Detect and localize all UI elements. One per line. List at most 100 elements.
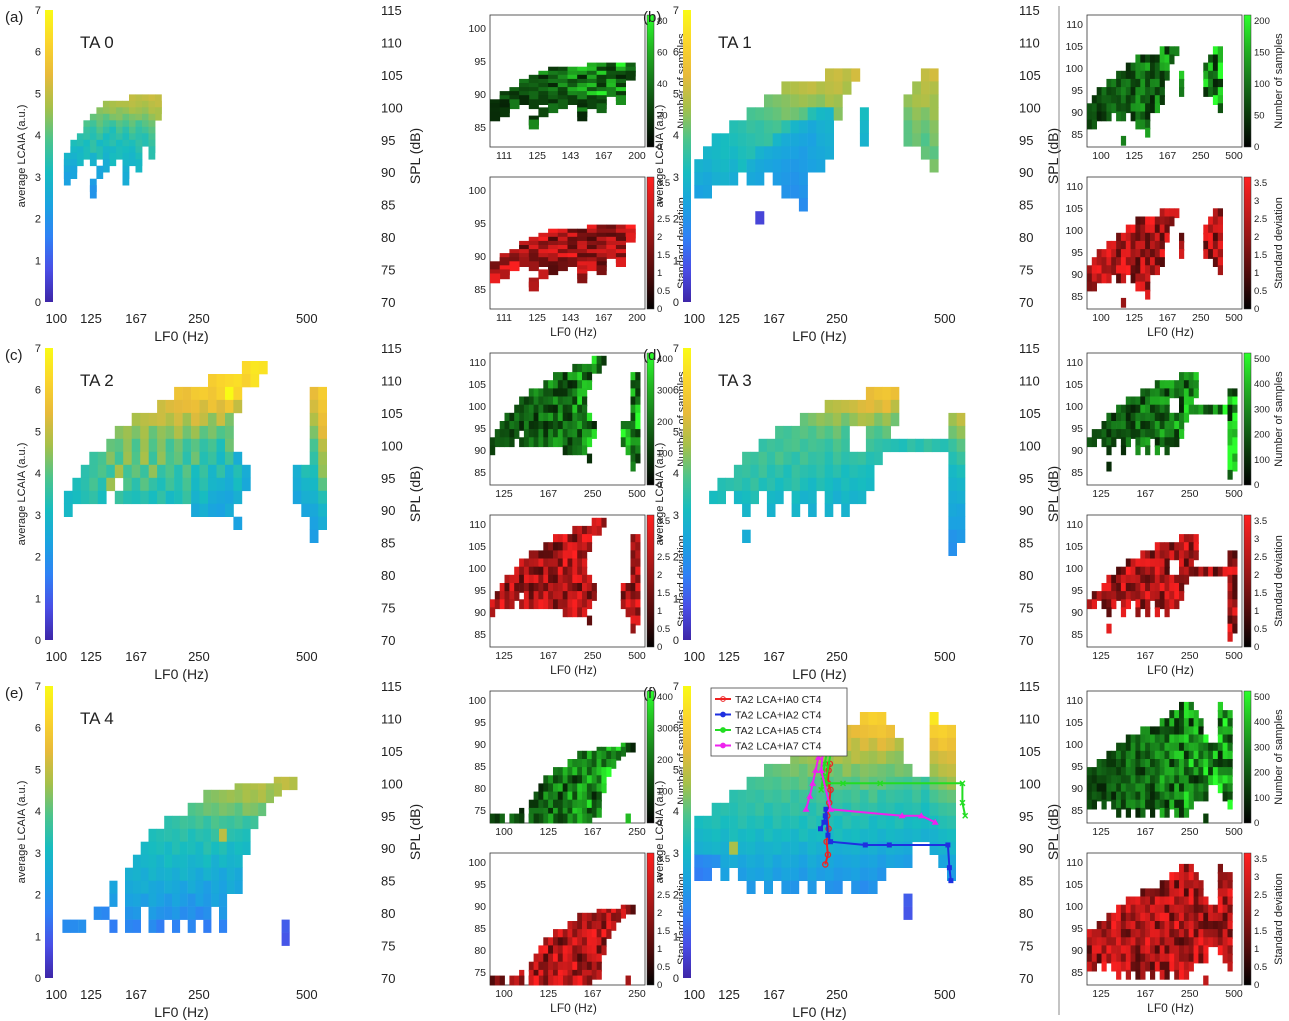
x-tick-label: 125 (718, 649, 740, 664)
heatmap-cell (216, 399, 226, 414)
count-cell (1111, 437, 1117, 448)
count-cell (553, 380, 559, 390)
heatmap-cell (824, 451, 834, 466)
heatmap-cell (199, 503, 209, 517)
std-cell (1145, 896, 1151, 907)
count-cell (1145, 429, 1151, 439)
count-cell (557, 396, 563, 407)
heatmap-cell (833, 68, 843, 82)
count-cell (538, 388, 544, 399)
std-cell (1106, 953, 1112, 964)
sub-y-tick-label: 95 (1071, 585, 1083, 597)
std-cell (1145, 912, 1151, 923)
count-cell (1150, 396, 1156, 407)
heatmap-cell (174, 386, 183, 401)
std-cell (1217, 249, 1223, 259)
std-cell (1150, 953, 1156, 964)
count-cell (1183, 799, 1190, 810)
count-cell (1087, 799, 1093, 810)
colorbar-tick-label: 1.5 (1254, 250, 1267, 261)
std-cell (1150, 937, 1156, 948)
heatmap-cell (929, 724, 939, 739)
heatmap-cell (208, 451, 217, 466)
std-cell (528, 550, 534, 561)
count-cell (1125, 87, 1131, 97)
count-cell (1091, 103, 1097, 114)
heatmap-cell (772, 120, 782, 134)
y-right-tick-label: 70 (381, 633, 395, 648)
sub-y-tick-label: 110 (1066, 695, 1083, 707)
count-cell (1159, 95, 1165, 105)
std-cell (519, 574, 525, 585)
heatmap-cell (929, 802, 939, 817)
count-cell (577, 429, 583, 439)
overlay-marker (945, 842, 951, 848)
count-cell (1125, 775, 1131, 786)
sub-x-tick-label: 167 (540, 650, 558, 662)
heatmap-cell (816, 425, 825, 440)
std-cell (1150, 904, 1156, 915)
heatmap-cell (216, 477, 226, 492)
count-cell (514, 813, 520, 824)
colorbar-tick-label: 3.5 (657, 516, 670, 527)
std-cell (1135, 257, 1141, 267)
colorbar-tick-label: 300 (657, 386, 673, 397)
std-cell (1101, 945, 1107, 956)
count-cell (625, 429, 631, 439)
count-cell (591, 807, 597, 818)
count-cell (1217, 46, 1223, 57)
count-cell (591, 775, 597, 786)
heatmap-cell (292, 464, 302, 479)
std-cell (1101, 257, 1107, 267)
std-cell (1159, 921, 1165, 931)
count-cell (528, 388, 534, 399)
std-cell (586, 961, 593, 972)
heatmap-cell (711, 854, 721, 868)
count-cell (1130, 95, 1136, 105)
std-cell (582, 921, 588, 931)
heatmap-cell (841, 477, 850, 492)
heatmap-cell (851, 763, 861, 778)
std-cell (1217, 929, 1223, 939)
heatmap-cell (97, 490, 107, 505)
x-tick-label: 250 (826, 987, 848, 1002)
count-cell (630, 429, 636, 439)
heatmap-cell (857, 464, 867, 479)
heatmap-cell (807, 133, 817, 147)
count-cell (1116, 103, 1122, 114)
std-cell (1130, 558, 1136, 569)
std-cell (1188, 912, 1194, 923)
std-cell (562, 929, 568, 939)
y-left-tick-label: 7 (673, 5, 679, 17)
std-cell (577, 558, 583, 569)
count-cell (1091, 429, 1097, 439)
std-cell (1135, 969, 1141, 980)
std-cell (630, 566, 636, 577)
count-cell (1101, 111, 1107, 122)
std-cell (1222, 912, 1228, 923)
count-cell (1135, 421, 1141, 431)
heatmap-cell (301, 503, 311, 517)
count-cell (1111, 767, 1117, 777)
std-cell (553, 953, 559, 964)
heatmap-cell (241, 361, 251, 375)
colorbar-tick-label: 3.5 (1254, 854, 1267, 865)
std-cell (562, 953, 568, 964)
std-cell (635, 574, 641, 585)
std-cell (1212, 921, 1219, 931)
sub-y-tick-label: 95 (474, 423, 486, 435)
count-cell (1150, 791, 1156, 802)
heatmap-cell (931, 438, 941, 453)
std-cell (1096, 929, 1102, 939)
heatmap-cell (148, 867, 157, 881)
heatmap-cell (733, 464, 743, 479)
sub-y-tick-label: 95 (1071, 423, 1083, 435)
count-cell (519, 437, 525, 448)
std-cell (577, 975, 583, 986)
count-cell (1087, 791, 1093, 802)
sub-y-tick-label: 95 (1071, 923, 1083, 935)
y-left-tick-label: 2 (35, 890, 41, 902)
count-cell (1106, 767, 1112, 777)
std-cell (596, 969, 602, 980)
heatmap-cell (798, 198, 808, 212)
